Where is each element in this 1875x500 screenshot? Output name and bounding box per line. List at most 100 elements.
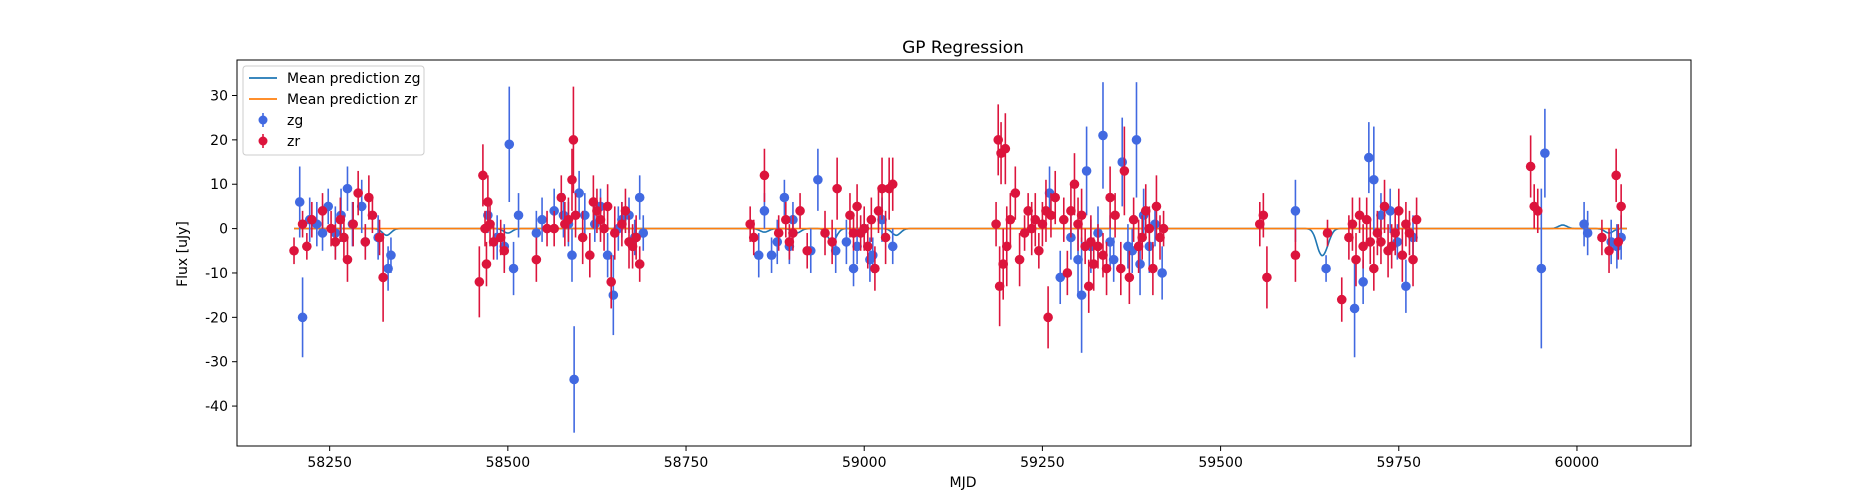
x-tick-label: 59750	[1377, 455, 1422, 471]
data-point	[870, 263, 880, 274]
data-point	[1105, 237, 1115, 247]
data-point	[832, 183, 842, 194]
y-tick-label: -10	[205, 266, 228, 282]
data-point	[772, 237, 783, 247]
data-point	[1290, 206, 1301, 216]
data-point	[634, 192, 645, 203]
data-point	[1019, 228, 1030, 238]
data-point	[1613, 237, 1624, 247]
data-point	[1014, 254, 1025, 265]
data-point	[1073, 219, 1083, 229]
legend: Mean prediction zg Mean prediction zr zg zr	[242, 65, 425, 156]
data-point	[513, 210, 524, 221]
data-point	[356, 201, 367, 212]
data-point	[1144, 223, 1155, 234]
y-tick-label: 0	[219, 222, 228, 238]
data-point	[567, 250, 577, 261]
data-point	[873, 206, 884, 216]
data-point	[326, 223, 336, 234]
data-point	[1369, 174, 1379, 185]
data-point	[537, 214, 547, 225]
data-point	[1117, 157, 1128, 167]
data-point	[297, 312, 308, 323]
legend-marker	[258, 115, 268, 125]
data-point	[1098, 250, 1108, 261]
data-point	[1361, 214, 1372, 225]
data-point	[495, 232, 506, 243]
data-point	[531, 254, 542, 265]
data-point	[634, 259, 645, 269]
data-point	[1411, 214, 1422, 225]
data-point	[1408, 254, 1418, 265]
data-point	[1088, 259, 1099, 269]
data-point	[1379, 201, 1390, 212]
data-point	[374, 232, 385, 243]
data-point	[991, 219, 1001, 229]
data-point	[1137, 232, 1147, 243]
series-zr	[289, 86, 1626, 349]
data-point	[378, 272, 388, 283]
data-point	[1347, 219, 1358, 229]
x-tick-label: 58750	[664, 455, 709, 471]
y-tick-label: 20	[210, 133, 228, 149]
data-point	[1148, 263, 1158, 274]
data-point	[342, 254, 353, 265]
data-point	[1532, 206, 1543, 216]
data-point	[1386, 241, 1397, 252]
data-point	[1083, 281, 1094, 292]
data-point	[802, 245, 812, 256]
data-point	[631, 232, 641, 243]
data-point	[570, 210, 581, 221]
data-point	[1349, 303, 1360, 314]
data-point	[1358, 277, 1368, 287]
data-point	[1604, 245, 1614, 256]
data-point	[1393, 206, 1404, 216]
data-point	[1611, 170, 1621, 181]
data-point	[781, 214, 791, 225]
data-point	[1000, 143, 1011, 154]
data-point	[830, 245, 841, 256]
data-point	[307, 214, 317, 225]
data-point	[567, 174, 577, 185]
data-point	[1055, 272, 1066, 283]
data-point	[1536, 263, 1547, 274]
data-point	[845, 210, 855, 221]
data-point	[1081, 166, 1092, 176]
data-point	[779, 192, 790, 203]
data-point	[1157, 268, 1167, 278]
data-point	[1001, 241, 1012, 252]
data-point	[294, 197, 305, 207]
y-tick-label: -40	[205, 399, 228, 415]
data-point	[580, 210, 590, 221]
data-point	[859, 223, 870, 234]
data-point	[788, 228, 798, 238]
data-point	[1254, 219, 1265, 229]
data-point	[342, 183, 353, 194]
data-point	[1076, 290, 1087, 300]
data-point	[485, 219, 495, 229]
data-point	[289, 245, 299, 256]
data-point	[1037, 219, 1048, 229]
x-tick-label: 59250	[1020, 455, 1065, 471]
data-point	[745, 219, 755, 229]
legend-label: Mean prediction zg	[287, 71, 421, 87]
data-point	[353, 188, 363, 198]
data-point	[339, 232, 349, 243]
data-point	[330, 237, 341, 247]
data-point	[1401, 281, 1411, 292]
data-point	[1372, 228, 1383, 238]
data-point	[1046, 210, 1056, 221]
data-point	[852, 241, 862, 252]
data-point	[602, 250, 613, 261]
data-point	[599, 223, 609, 234]
data-point	[335, 214, 346, 225]
data-point	[360, 237, 371, 247]
data-point	[317, 206, 328, 216]
x-axis-label: MJD	[950, 475, 977, 491]
series-zg	[294, 82, 1626, 433]
data-point	[1376, 237, 1386, 247]
data-point	[766, 250, 777, 261]
data-point	[867, 250, 878, 261]
data-point	[759, 206, 770, 216]
data-point	[1124, 272, 1135, 283]
